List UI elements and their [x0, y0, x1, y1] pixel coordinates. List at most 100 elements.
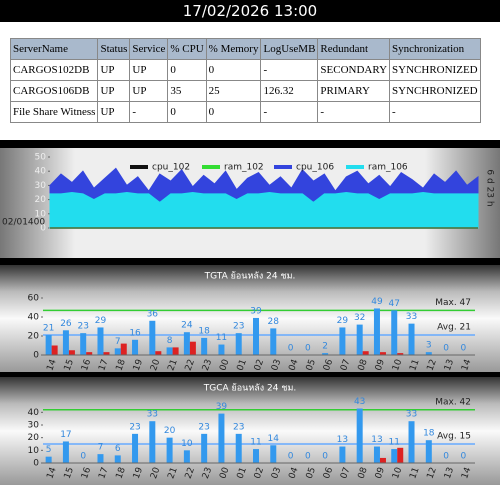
table-cell: 25: [205, 80, 262, 102]
value-label: 49: [371, 297, 383, 307]
bar: [149, 320, 156, 355]
column-header: LogUseMB: [260, 38, 319, 60]
x-tick-label: 03: [270, 358, 283, 372]
x-tick-label: 07: [339, 358, 352, 372]
server-table: ServerName Status Service% CPU% Memory LogU…: [9, 38, 481, 123]
x-tick-label: 01: [236, 358, 249, 372]
chart-title: TGTA ย้อนหลัง 24 ชม.: [204, 271, 296, 282]
value-label: 33: [406, 410, 417, 420]
value-label: 0: [322, 452, 328, 462]
column-header: ServerName: [9, 38, 99, 60]
value-label: 6: [115, 444, 121, 454]
x-tick-label: 05: [305, 358, 318, 372]
legend-label: ram_106: [368, 163, 408, 173]
column-header: Service: [129, 38, 169, 60]
value-label: 47: [389, 299, 400, 309]
bar: [270, 445, 277, 463]
table-row: CARGOS106DB UP UP 35 25 126.32 PRIMARY SYNCHRON…: [9, 80, 481, 102]
y-tick-label: 40: [28, 313, 40, 323]
value-label: 36: [147, 309, 159, 319]
value-label: 11: [216, 333, 227, 343]
value-label: 23: [129, 422, 140, 432]
legend-label: cpu_102: [152, 163, 190, 173]
x-tick-label: 17: [97, 466, 110, 480]
reference-label: Avg. 15: [437, 432, 471, 442]
bar: [51, 345, 58, 355]
value-label: 0: [460, 344, 466, 354]
value-label: 0: [288, 344, 294, 354]
bar: [201, 337, 208, 355]
table-cell: UP: [129, 80, 169, 102]
bar: [425, 440, 432, 463]
bar: [189, 341, 196, 355]
bar: [218, 413, 225, 463]
table-cell: 0: [167, 101, 207, 123]
value-label: 0: [443, 452, 449, 462]
x-tick-label: 13: [443, 466, 456, 480]
x-tick-label: 05: [305, 466, 318, 480]
x-tick-label: 14: [460, 466, 473, 480]
bar: [155, 351, 162, 355]
x-tick-label: 22: [184, 358, 197, 372]
bar: [201, 433, 208, 463]
y-tick-label: 0: [33, 459, 39, 469]
legend-label: cpu_106: [296, 163, 334, 173]
x-tick-label: 20: [149, 466, 162, 480]
x-tick-label: 02: [253, 358, 266, 372]
value-label: 39: [216, 402, 228, 412]
value-label: 32: [354, 313, 365, 323]
legend-label: ram_102: [224, 163, 264, 173]
x-tick-label: 04: [287, 358, 300, 372]
column-header: Status: [97, 38, 131, 60]
y-tick-label: 20: [28, 332, 40, 342]
value-label: 23: [233, 322, 244, 332]
reference-label: Max. 47: [435, 298, 471, 308]
x-tick-label: 09: [374, 466, 387, 480]
table-cell: 126.32: [260, 80, 319, 102]
bar: [86, 352, 93, 355]
value-label: 23: [233, 422, 244, 432]
x-tick-label: 08: [356, 466, 369, 480]
bar: [397, 447, 404, 463]
x-tick-label: 07: [339, 466, 352, 480]
x-tick-label: 11: [408, 466, 421, 480]
x-tick-label: 16: [80, 466, 93, 480]
x-tick-label: 21: [166, 466, 179, 480]
value-label: 18: [198, 326, 210, 336]
value-label: 33: [147, 410, 158, 420]
column-header: % Memory: [205, 38, 262, 60]
bar: [103, 352, 110, 355]
table-cell: -: [317, 101, 391, 123]
charts: 01 02 03 04 05 0 cpu_102 ram_102 cpu_106 ram_106 0…: [0, 140, 500, 485]
column-header: Redundant: [317, 38, 391, 60]
bar: [62, 441, 69, 463]
table-cell: PRIMARY: [317, 80, 391, 102]
value-label: 0: [305, 344, 311, 354]
y-tick-label: 0: [33, 351, 39, 361]
reference-label: Max. 42: [435, 397, 471, 407]
bar: [45, 335, 52, 355]
value-label: 11: [250, 438, 261, 448]
bar: [172, 347, 179, 355]
bar: [356, 408, 363, 463]
value-label: 33: [406, 312, 417, 322]
table-cell: CARGOS102DB: [9, 59, 99, 81]
x-tick-label: 22: [184, 466, 197, 480]
bar: [391, 449, 398, 463]
value-label: 14: [268, 434, 280, 444]
table-cell: UP: [97, 59, 131, 81]
bar: [114, 348, 121, 355]
value-label: 0: [80, 452, 86, 462]
value-label: 0: [460, 452, 466, 462]
header-row: ServerName Status Service% CPU% Memory LogU…: [9, 38, 481, 60]
bar: [120, 343, 127, 355]
bar: [132, 339, 139, 355]
table-cell: 0: [205, 101, 262, 123]
bar: [270, 328, 277, 355]
table-row: File Share Witness UP -0 0- - -: [9, 101, 481, 123]
bar: [62, 330, 69, 355]
value-label: 0: [305, 452, 311, 462]
value-label: 0: [443, 344, 449, 354]
bar: [149, 421, 156, 463]
table-cell: -: [129, 101, 169, 123]
